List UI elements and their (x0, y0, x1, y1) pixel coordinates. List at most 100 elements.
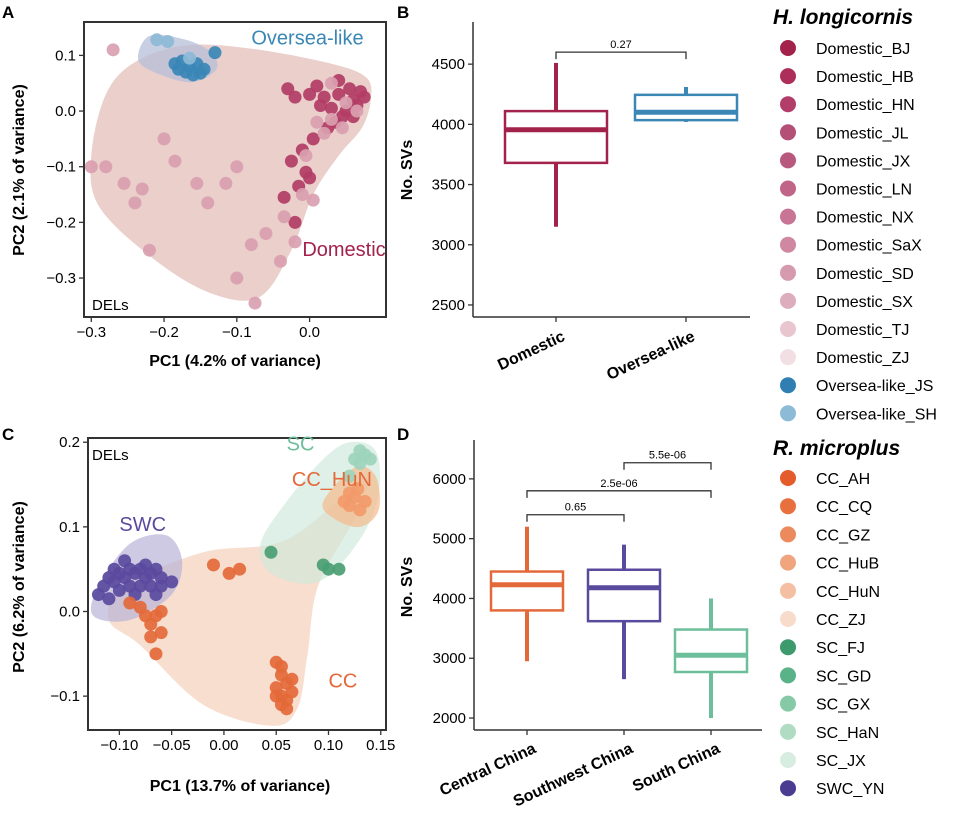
panel-b-y-tick-label: 3000 (432, 237, 465, 254)
panel-c-point-sc-fj (321, 562, 335, 576)
legend-r-microplus-label-sc-gd: SC_GD (816, 668, 871, 685)
panel-c-x-tick-label: −0.10 (100, 737, 138, 754)
panel-c-points (91, 444, 377, 716)
panel-a-point-domestic (354, 85, 368, 99)
legend-h-longicornis-marker-oversea-like-sh (780, 405, 796, 422)
panel-c-x-tick-label: 0.15 (366, 737, 395, 754)
panel-b-y-axis-title: No. SVs (399, 140, 416, 201)
panel-a-point-oversea-like-js (172, 62, 186, 76)
panel-c-point-cc (222, 566, 236, 580)
legend-h-longicornis-marker-domestic-hb (780, 68, 796, 85)
panel-c-y-axis-title: PC2 (6.2% of variance) (11, 501, 28, 673)
panel-d-comparison-pvalue: 5.5e-06 (649, 450, 686, 462)
panel-a-point-oversea-like-sh (150, 33, 164, 47)
panel-a-point-domestic-light (259, 227, 273, 241)
panel-a-point-domestic-light (84, 160, 98, 174)
panel-a-point-oversea-like-sh (183, 51, 197, 65)
panel-d-comparison-bracket (526, 490, 712, 498)
legend-r-microplus-marker-cc-hub (780, 554, 796, 571)
legend-r-microplus-label-sc-jx: SC_JX (816, 753, 866, 770)
legend-r-microplus-label-cc-hub: CC_HuB (816, 556, 879, 573)
panel-a-group-label-domestic: Domestic (302, 239, 385, 261)
panel-a-pca-plot: −0.3 −0.2 −0.1 0.0 −0.3 −0.2 −0.1 0.0 0.1 Overse… (11, 21, 387, 370)
panel-c-point-swc-yn (118, 554, 132, 568)
panel-b-boxplot: 2500 3000 3500 4000 4500 0.27 Domestic Overse… (399, 22, 750, 384)
panel-c-frame (87, 437, 387, 731)
panel-a-y-tick-label: −0.3 (46, 270, 76, 287)
legend-h-longicornis-marker-domestic-hn (780, 96, 796, 113)
panel-a-point-domestic (306, 132, 320, 146)
panel-a-points (84, 33, 371, 310)
legend-h-longicornis-marker-domestic-sx (780, 292, 796, 309)
legend-r-microplus-marker-sc-han (780, 723, 796, 740)
panel-a-point-domestic-light (277, 210, 291, 224)
legend-r-microplus-marker-cc-gz (780, 526, 796, 543)
panel-a-point-domestic (343, 82, 357, 96)
panel-a-point-oversea-like-sh (161, 34, 175, 48)
legend-h-longicornis-marker-oversea-like-js (780, 377, 796, 394)
panel-b-category-labels: Domestic Oversea-like (495, 328, 698, 384)
panel-c-ticks: −0.10 −0.05 0.00 0.05 0.10 0.15 −0.1 0.0 0.1 0.2 (50, 434, 395, 754)
panel-a-point-domestic-light (248, 296, 262, 310)
panel-b-ticks: 2500 3000 3500 4000 4500 (432, 56, 473, 314)
legend-h-longicornis-label-domestic-tj: Domestic_TJ (816, 322, 909, 339)
legend-h-longicornis-label-domestic-ln: Domestic_LN (816, 182, 912, 199)
panel-a-point-oversea-like-js (208, 46, 222, 60)
panel-b-category-label-oversea-like: Oversea-like (604, 328, 698, 384)
panel-d-comparisons: 0.65 2.5e-06 5.5e-06 (526, 450, 712, 522)
panel-a-y-tick-label: 0.0 (55, 103, 76, 120)
panel-letter-a: A (2, 3, 14, 22)
panel-c-x-tick-label: 0.00 (209, 737, 238, 754)
legend-h-longicornis-label-domestic-sx: Domestic_SX (816, 294, 913, 311)
panel-d-boxes (489, 526, 749, 735)
panel-c-point-cc (154, 626, 168, 640)
panel-a-point-domestic-light (288, 235, 302, 249)
panel-d-y-tick-label: 3000 (433, 650, 466, 667)
panel-a-point-domestic-light (135, 182, 149, 196)
legend-h-longicornis-items: Domestic_BJ Domestic_HB Domestic_HN Domesti… (780, 40, 937, 423)
panel-a-point-domestic-light (339, 96, 353, 110)
legend-r-microplus-label-cc-hun: CC_HuN (816, 584, 880, 601)
legend-title-r-microplus: R. microplus (773, 437, 900, 460)
legend-r-microplus-marker-cc-zj (780, 611, 796, 627)
panel-c-y-tick-label: 0.0 (59, 604, 80, 621)
panel-c-point-swc-yn (165, 575, 179, 589)
panel-a-y-tick-label: −0.1 (46, 159, 76, 176)
legend-h-longicornis-label-domestic-sd: Domestic_SD (816, 266, 914, 283)
panel-a-x-axis-title: PC1 (4.2% of variance) (149, 353, 321, 370)
panel-c-y-tick-label: −0.1 (50, 688, 80, 705)
legend-r-microplus-items: CC_AH CC_CQ CC_GZ CC_HuB CC_HuN CC_ZJ SC_FJ SC_… (780, 470, 884, 798)
panel-a-point-domestic (303, 171, 317, 185)
legend-h-longicornis-marker-domestic-jx (780, 152, 796, 169)
panel-c-point-sc-fj (332, 562, 346, 576)
legend-r-microplus-label-cc-ah: CC_AH (816, 471, 870, 488)
legend-r-microplus-label-cc-gz: CC_GZ (816, 527, 870, 544)
panel-b-y-tick-label: 4500 (432, 56, 465, 73)
panel-a-point-domestic-light (142, 243, 156, 257)
panel-d-box-southwest-china (586, 568, 662, 623)
panel-a-point-domestic-light (190, 176, 204, 190)
legend-r-microplus-label-sc-han: SC_HaN (816, 725, 879, 742)
panel-d-y-axis-title: No. SVs (399, 557, 416, 618)
panel-a-point-domestic (324, 101, 338, 115)
panel-a-point-domestic-light (335, 121, 349, 135)
panel-c-point-swc-yn (149, 588, 163, 602)
panel-letter-d: D (397, 425, 409, 444)
panel-c-point-cc (206, 558, 220, 572)
panel-a-point-domestic-light (117, 176, 131, 190)
legend-r-microplus-label-swc-yn: SWC_YN (816, 781, 884, 798)
panel-c-x-tick-label: 0.10 (314, 737, 343, 754)
panel-c-point-cc-hun (351, 482, 365, 496)
legend-h-longicornis-label-domestic-zj: Domestic_ZJ (816, 350, 909, 367)
legend-h-longicornis-label-oversea-like-js: Oversea-like_JS (816, 378, 933, 395)
legend-h-longicornis-marker-domestic-nx (780, 208, 796, 225)
legend-h-longicornis-label-oversea-like-sh: Oversea-like_SH (816, 406, 937, 423)
panel-d-category-label-south-china: South China (630, 740, 723, 795)
panel-letter-b: B (397, 3, 409, 22)
panel-d-box-south-china (673, 628, 749, 674)
panel-a-point-domestic-light (99, 160, 113, 174)
panel-c-group-labels: SWC SC CC_HuN CC (119, 434, 372, 693)
panel-c-point-sc (353, 456, 367, 470)
